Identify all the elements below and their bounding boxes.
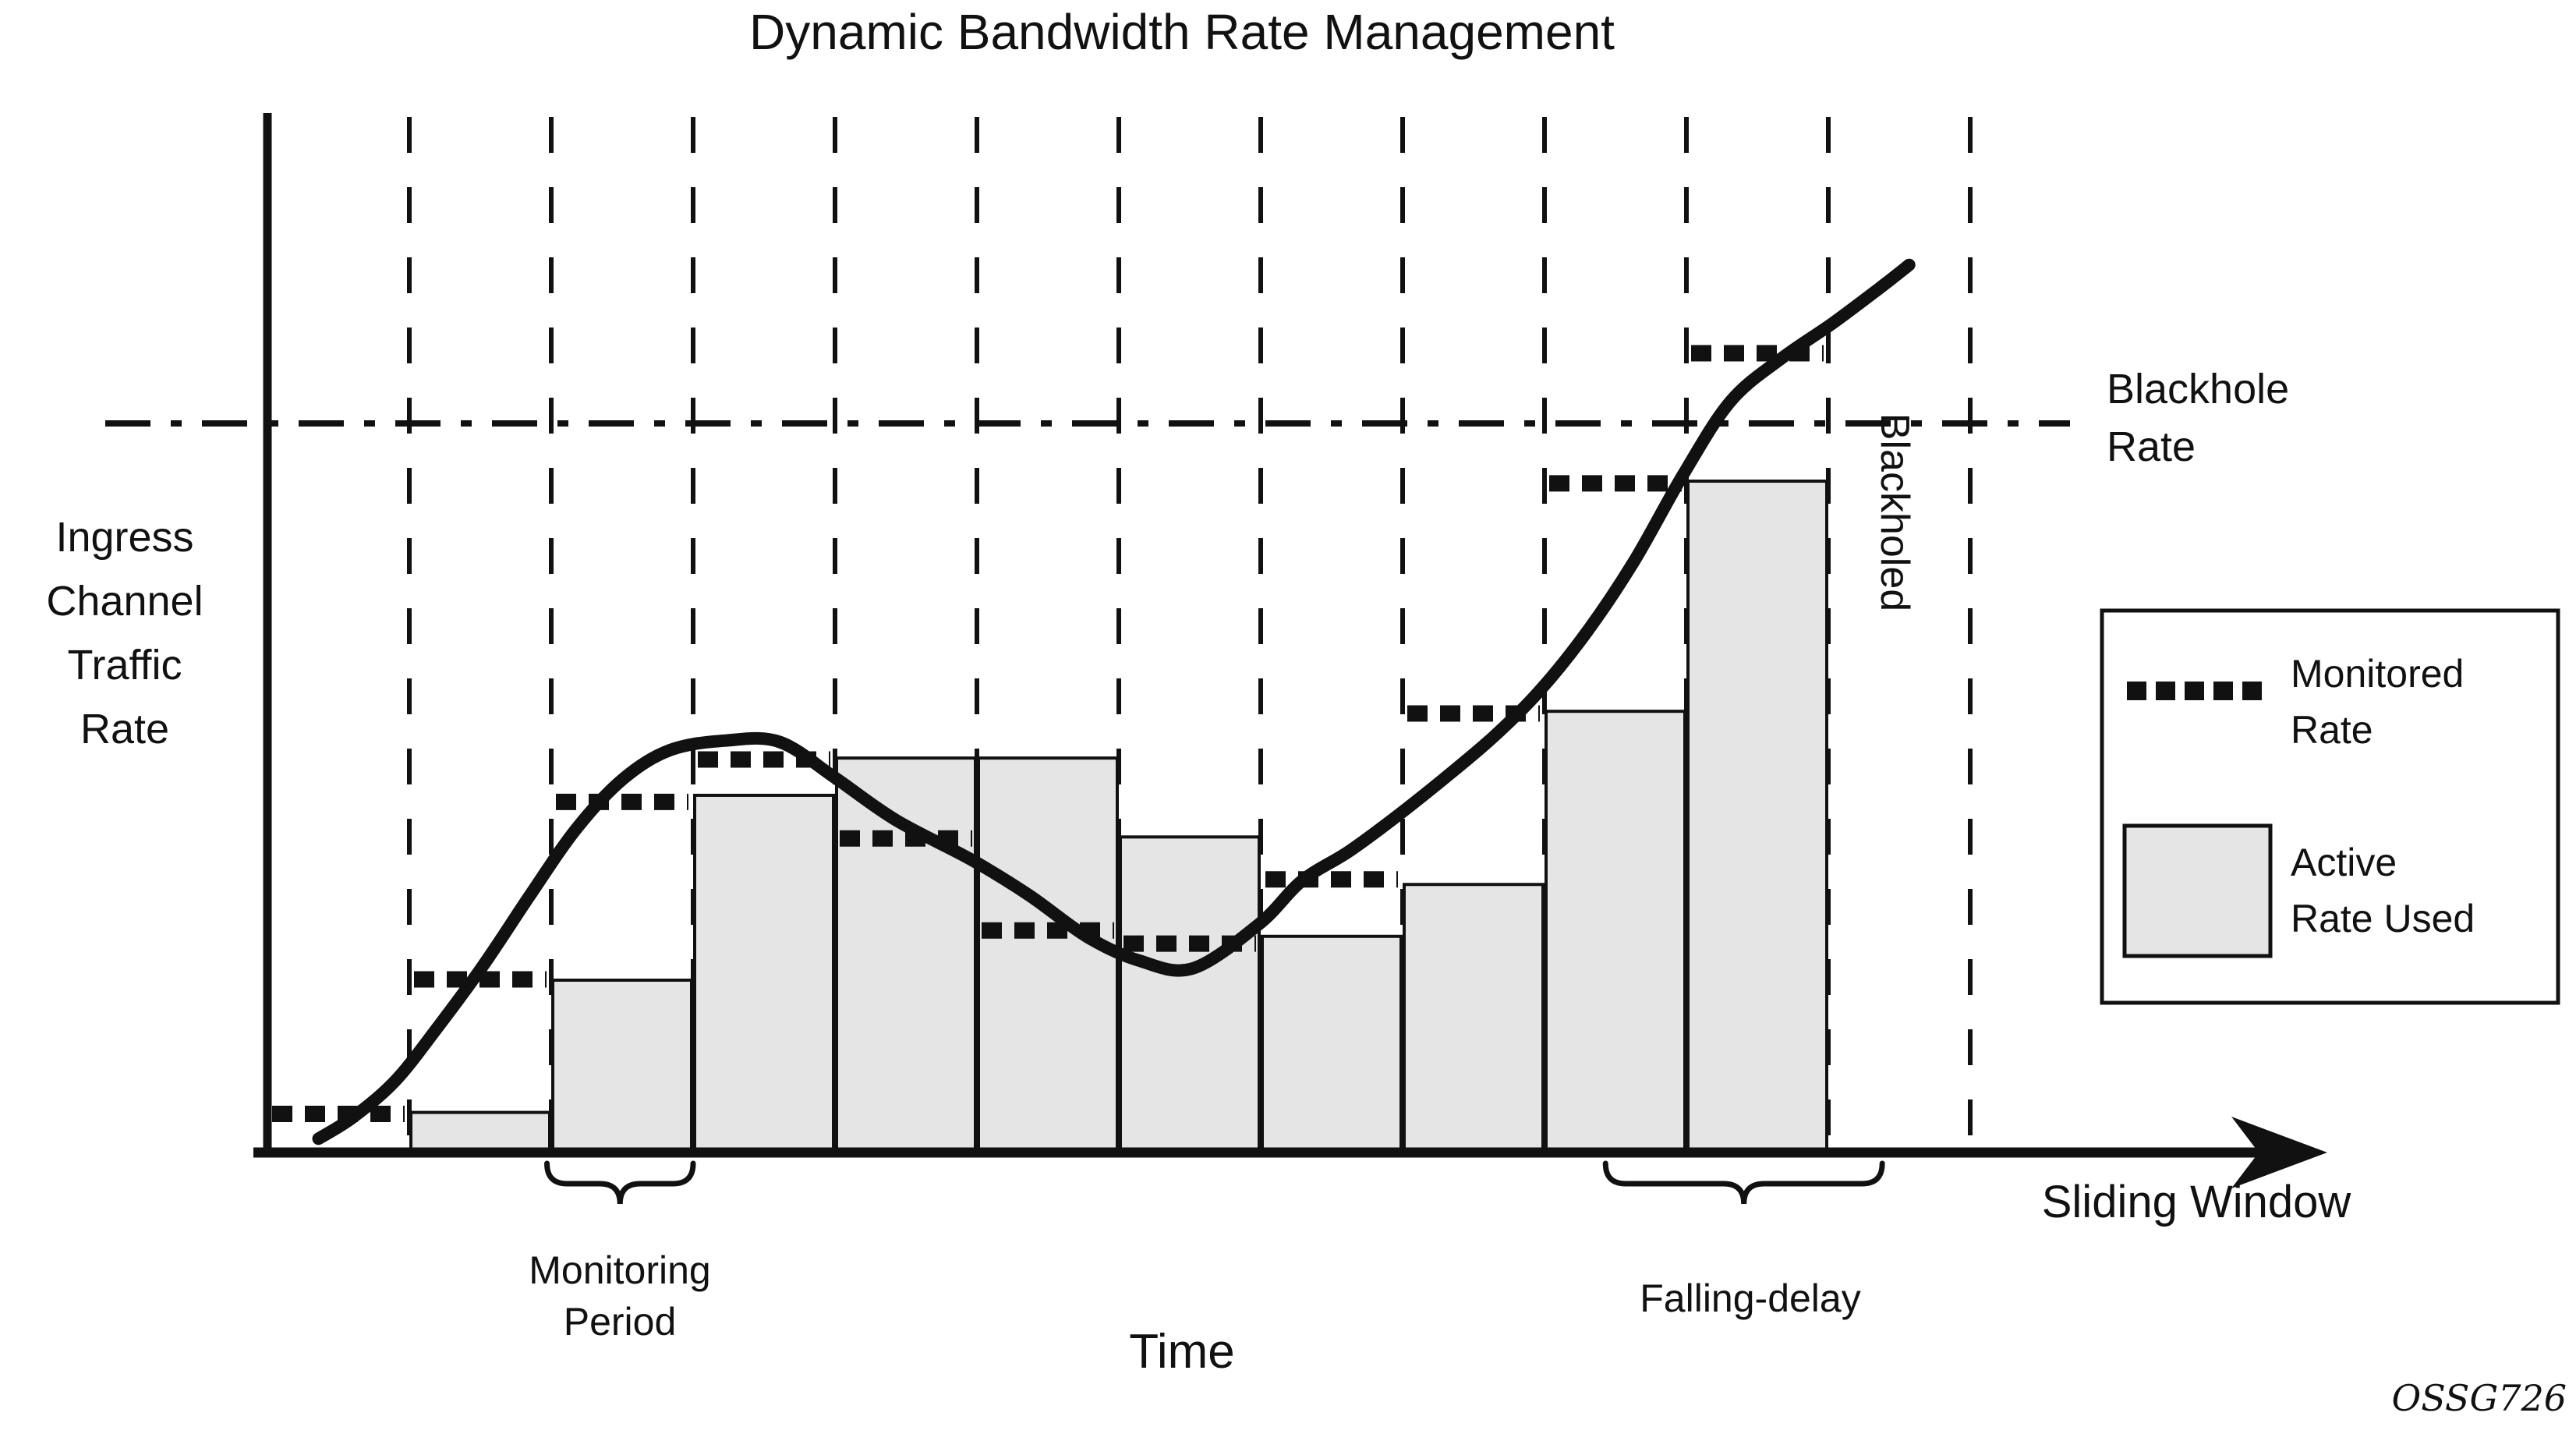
blackhole-rate-label: Blackhole Rate bbox=[2107, 366, 2290, 470]
y-axis-label: Ingress Channel Traffic Rate bbox=[46, 514, 203, 752]
active-rate-bar bbox=[1686, 480, 1828, 1154]
active-rate-bar bbox=[1119, 835, 1261, 1155]
active-rate-bar bbox=[551, 978, 693, 1155]
legend-monitored-label: Monitored Rate bbox=[2291, 652, 2465, 752]
legend-active-label: Active Rate Used bbox=[2291, 841, 2475, 940]
monitoring-period-brace bbox=[544, 1160, 696, 1205]
legend-active-sample bbox=[2122, 823, 2273, 958]
falling-delay-brace bbox=[1602, 1160, 1885, 1205]
x-axis-arrowhead bbox=[2231, 1117, 2327, 1188]
blackholed-label: Blackholed bbox=[1872, 412, 1917, 612]
active-rate-bar bbox=[409, 1110, 551, 1154]
active-rate-bar bbox=[1545, 710, 1686, 1154]
monitoring-period-label: Monitoring Period bbox=[529, 1248, 711, 1344]
falling-delay-label: Falling-delay bbox=[1640, 1276, 1861, 1320]
active-rate-bar bbox=[693, 793, 835, 1154]
sliding-window-label: Sliding Window bbox=[2041, 1177, 2351, 1227]
figure-id-watermark: OSSG726 bbox=[2391, 1377, 2567, 1419]
active-rate-bar bbox=[977, 756, 1119, 1154]
active-rate-bar bbox=[1403, 883, 1545, 1154]
x-axis-label: Time bbox=[1129, 1325, 1235, 1379]
active-rate-bar bbox=[1261, 934, 1403, 1155]
traffic-rate-curve bbox=[312, 258, 1916, 1145]
chart-title: Dynamic Bandwidth Rate Management bbox=[749, 4, 1615, 60]
active-rate-bar bbox=[835, 756, 977, 1154]
